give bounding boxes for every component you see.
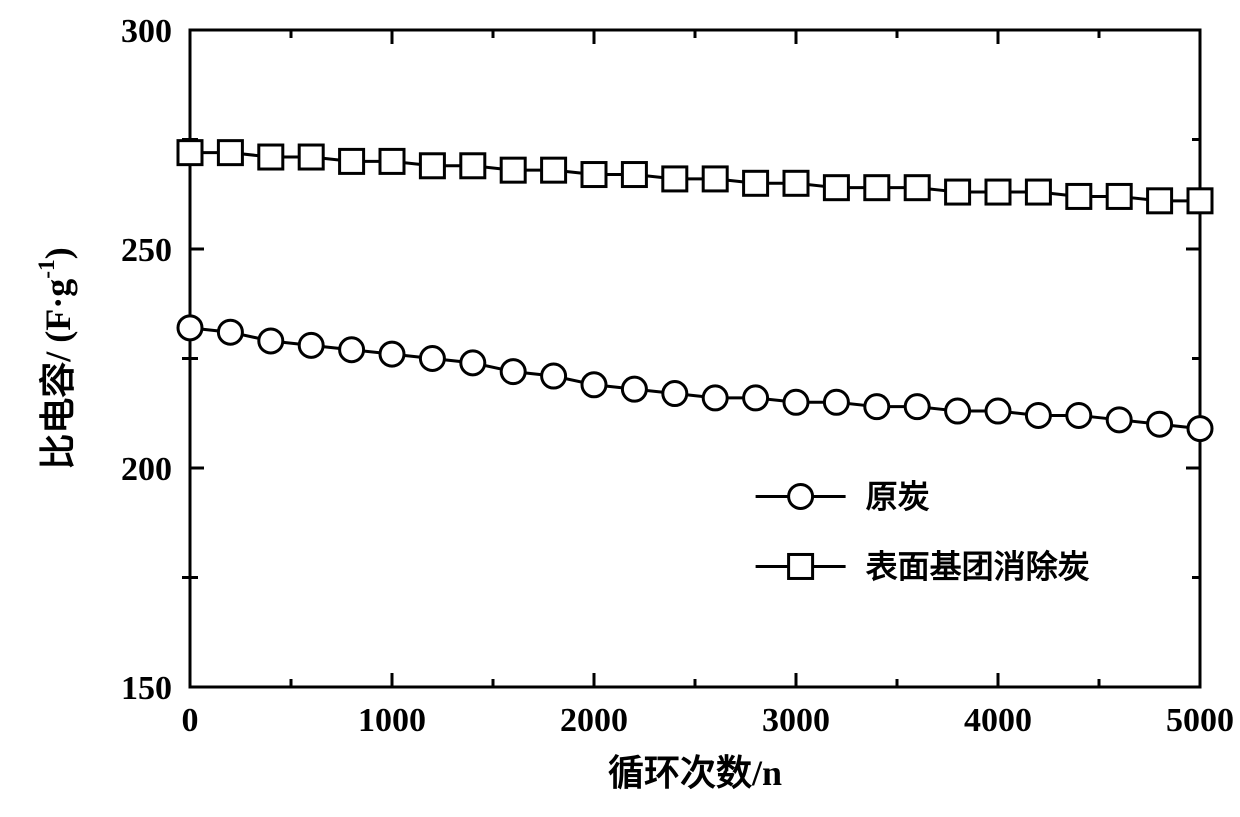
- x-tick-label: 3000: [762, 702, 830, 739]
- capacitance-cycle-chart: 0 1000 2000 3000 4000 5000 150 200 250 300 循环次数/n 比…: [0, 0, 1240, 817]
- x-tick-label: 1000: [358, 702, 426, 739]
- x-axis-title: 循环次数/n: [608, 753, 782, 793]
- x-tick-label: 2000: [560, 702, 628, 739]
- x-tick-label: 4000: [964, 702, 1032, 739]
- x-tick-label: 5000: [1166, 702, 1234, 739]
- chart-container: 0 1000 2000 3000 4000 5000 150 200 250 300 循环次数/n 比…: [0, 0, 1240, 817]
- legend-label-s0: 原炭: [866, 479, 930, 515]
- legend-label-s1: 表面基团消除炭: [866, 549, 1090, 585]
- y-tick-label: 200: [121, 451, 172, 488]
- y-tick-label: 250: [121, 232, 172, 269]
- y-tick-label: 300: [121, 13, 172, 50]
- y-axis-title: 比电容/ (F·g-1): [34, 247, 78, 470]
- y-tick-label: 150: [121, 670, 172, 707]
- x-tick-label: 0: [182, 702, 199, 739]
